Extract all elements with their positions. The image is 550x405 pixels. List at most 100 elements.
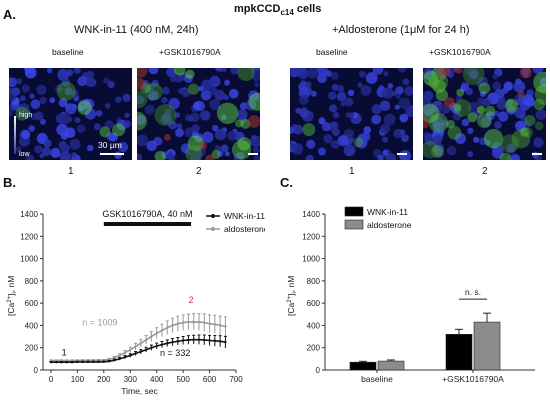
cell-nucleus bbox=[299, 108, 309, 118]
calcium-signal bbox=[423, 70, 439, 86]
data-point bbox=[144, 348, 148, 351]
cell-nucleus bbox=[494, 88, 505, 100]
red-signal bbox=[137, 77, 146, 90]
cell-nucleus bbox=[298, 95, 309, 105]
cell-nucleus bbox=[535, 109, 546, 121]
bar bbox=[473, 321, 501, 371]
cell-nucleus bbox=[65, 103, 77, 115]
y-axis-label-part: [Ca bbox=[6, 303, 16, 317]
cell-nucleus bbox=[193, 101, 202, 110]
data-point bbox=[60, 361, 63, 364]
cell-nucleus bbox=[372, 68, 384, 75]
legend-marker bbox=[211, 227, 215, 231]
cell-nucleus bbox=[383, 71, 389, 77]
legend-marker bbox=[211, 214, 215, 218]
calcium-signal bbox=[456, 88, 465, 97]
cell-nucleus bbox=[455, 95, 463, 103]
data-point bbox=[134, 352, 137, 355]
data-point bbox=[155, 344, 158, 348]
cell-nucleus bbox=[506, 99, 514, 106]
data-point bbox=[208, 322, 211, 325]
data-point bbox=[65, 361, 68, 364]
data-point bbox=[139, 342, 143, 345]
data-point bbox=[76, 360, 79, 364]
cell-nucleus bbox=[318, 117, 326, 125]
data-point bbox=[213, 339, 217, 343]
calcium-signal bbox=[446, 119, 455, 129]
cell-nucleus bbox=[382, 149, 389, 156]
figure-title: mpkCCDc14 cells bbox=[234, 3, 321, 17]
cell-nucleus bbox=[76, 124, 86, 133]
cell-nucleus bbox=[161, 113, 172, 123]
cell-nucleus bbox=[176, 123, 183, 129]
data-point bbox=[118, 354, 121, 357]
cell-nucleus bbox=[124, 112, 130, 118]
cell-nucleus bbox=[344, 97, 354, 107]
cell-nucleus bbox=[444, 108, 450, 114]
cell-nucleus bbox=[107, 80, 115, 89]
cell-nucleus bbox=[56, 123, 69, 136]
image1-caption: baseline bbox=[52, 47, 84, 57]
calcium-signal bbox=[485, 105, 496, 117]
scale-bar bbox=[248, 153, 258, 155]
cell-nucleus bbox=[343, 144, 356, 157]
y-tick-label: 800 bbox=[307, 277, 321, 286]
calcium-signal bbox=[232, 140, 252, 160]
cell-nucleus bbox=[398, 97, 411, 110]
data-point bbox=[181, 321, 185, 324]
cell-nucleus bbox=[480, 91, 486, 97]
y-axis-label-subscript: i bbox=[12, 292, 18, 293]
x-tick-label: baseline bbox=[361, 374, 393, 384]
cell-nucleus bbox=[476, 81, 483, 88]
cell-nucleus bbox=[34, 145, 43, 154]
data-point bbox=[118, 357, 121, 361]
calcium-signal bbox=[478, 82, 491, 95]
panel-b-label: B. bbox=[3, 175, 16, 190]
cell-nucleus bbox=[306, 139, 316, 149]
cell-nucleus bbox=[336, 85, 345, 93]
cell-nucleus bbox=[493, 110, 500, 117]
cell-nucleus bbox=[184, 74, 193, 84]
cell-nucleus bbox=[399, 150, 412, 160]
cell-nucleus bbox=[18, 103, 30, 115]
cell-nucleus bbox=[201, 79, 213, 91]
data-point bbox=[123, 355, 127, 359]
data-point bbox=[129, 354, 132, 357]
cell-nucleus bbox=[212, 125, 219, 132]
cell-nucleus bbox=[382, 136, 389, 143]
cell-nucleus bbox=[378, 85, 385, 92]
cell-nucleus bbox=[57, 69, 70, 81]
cell-nucleus bbox=[149, 90, 159, 100]
cell-nucleus bbox=[210, 78, 216, 84]
data-point bbox=[86, 360, 90, 364]
cell-nucleus bbox=[214, 145, 222, 152]
data-point bbox=[192, 320, 195, 324]
data-point bbox=[55, 361, 58, 364]
significance-label: n. s. bbox=[465, 287, 481, 297]
cell-nucleus bbox=[379, 100, 391, 112]
cell-nucleus bbox=[71, 152, 77, 158]
cell-nucleus bbox=[336, 91, 347, 102]
cell-nucleus bbox=[50, 147, 61, 158]
cell-nucleus bbox=[34, 111, 44, 121]
y-tick-label: 1000 bbox=[20, 255, 38, 264]
cell-nucleus bbox=[148, 68, 159, 75]
cell-nucleus bbox=[446, 145, 457, 156]
cell-nucleus bbox=[360, 85, 372, 96]
cell-nucleus bbox=[494, 121, 502, 129]
calcium-signal bbox=[483, 128, 504, 149]
cell-nucleus bbox=[248, 90, 260, 102]
cell-nucleus bbox=[306, 68, 319, 79]
y-tick-label: 400 bbox=[307, 321, 321, 330]
cell-nucleus bbox=[69, 138, 81, 150]
cell-nucleus bbox=[317, 147, 326, 156]
data-point bbox=[139, 350, 143, 353]
cell-nucleus bbox=[230, 68, 239, 75]
data-point bbox=[208, 339, 211, 342]
calcium-signal bbox=[137, 111, 147, 131]
cell-nucleus bbox=[227, 130, 237, 141]
micrograph-texture bbox=[9, 68, 131, 160]
cell-nucleus bbox=[9, 108, 14, 117]
cell-nucleus bbox=[474, 110, 482, 118]
cell-nucleus bbox=[316, 68, 328, 76]
